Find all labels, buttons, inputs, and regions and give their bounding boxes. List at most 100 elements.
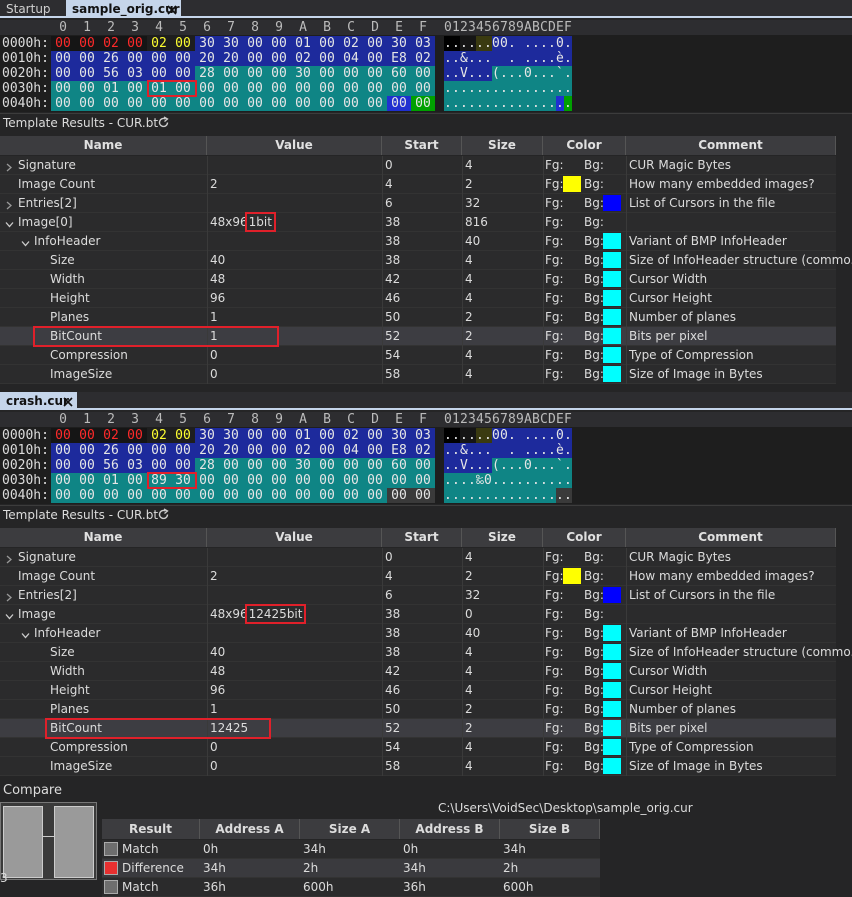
table-row[interactable]	[0, 327, 836, 346]
result-label: Match	[122, 880, 159, 894]
column-header[interactable]: Value	[207, 136, 382, 155]
compare-column[interactable]: Size A	[300, 819, 400, 839]
file-tab[interactable]: sample_orig.cur	[66, 0, 181, 18]
hex-column-label: A	[299, 412, 307, 427]
table-row[interactable]	[0, 156, 836, 175]
hex-byte-bg	[411, 36, 435, 51]
table-row[interactable]	[0, 308, 836, 327]
hex-column-label: 5	[179, 20, 187, 35]
column-header[interactable]: Color	[543, 136, 626, 155]
column-header[interactable]: Start	[382, 528, 462, 547]
field-name: Planes	[50, 310, 90, 324]
expand-arrow[interactable]	[5, 610, 14, 620]
hex-byte: 02	[103, 36, 119, 51]
hex-byte: 00	[55, 458, 71, 473]
hex-column-label: 4	[155, 20, 163, 35]
table-row[interactable]	[0, 270, 836, 289]
ascii-header: 0123456789ABCDEF	[444, 20, 572, 35]
expand-arrow[interactable]	[5, 553, 14, 564]
table-row[interactable]	[0, 567, 836, 586]
compare-column[interactable]: Address B	[400, 819, 500, 839]
tab-close[interactable]	[167, 4, 177, 15]
ascii-cell-bg	[540, 81, 548, 96]
table-row[interactable]	[0, 194, 836, 213]
compare-column[interactable]: Address A	[200, 819, 300, 839]
table-row[interactable]	[0, 681, 836, 700]
table-row[interactable]	[0, 548, 836, 567]
table-row[interactable]	[0, 757, 836, 776]
refresh-button[interactable]	[157, 116, 170, 129]
tab-close[interactable]	[63, 396, 73, 407]
hex-byte: 00	[271, 81, 287, 96]
hex-byte: 00	[127, 96, 143, 111]
ascii-cell-bg	[540, 428, 548, 443]
hex-byte: 00	[367, 51, 383, 66]
hex-byte: 30	[223, 36, 239, 51]
hex-byte: E8	[391, 51, 407, 66]
tab-startup[interactable]: Startup	[6, 2, 51, 16]
table-row[interactable]	[0, 346, 836, 365]
compare-column[interactable]: Result	[102, 819, 200, 839]
column-header[interactable]: Color	[543, 528, 626, 547]
ascii-cell-bg	[484, 443, 492, 458]
hex-byte: 00	[127, 36, 143, 51]
hex-byte: 00	[175, 51, 191, 66]
expand-arrow[interactable]	[5, 591, 14, 602]
field-start: 38	[385, 607, 401, 621]
table-row[interactable]	[0, 251, 836, 270]
hex-byte-bg	[291, 36, 315, 51]
table-row[interactable]	[0, 700, 836, 719]
column-divider	[626, 308, 627, 327]
column-header[interactable]: Value	[207, 528, 382, 547]
table-row[interactable]	[0, 232, 836, 251]
table-row[interactable]	[0, 738, 836, 757]
table-row[interactable]	[0, 624, 836, 643]
hex-column-label: 3	[131, 412, 139, 427]
column-divider	[382, 213, 383, 232]
hex-column-label: E	[395, 20, 403, 35]
bg-swatch	[603, 739, 621, 755]
hex-byte-bg	[171, 473, 195, 488]
compare-row[interactable]	[102, 859, 600, 878]
column-header[interactable]: Size	[462, 528, 543, 547]
table-row[interactable]	[0, 662, 836, 681]
hex-byte: 00	[319, 66, 335, 81]
column-divider	[543, 232, 544, 251]
file-tab[interactable]: crash.cur	[0, 392, 77, 410]
expand-arrow[interactable]	[5, 218, 14, 228]
compare-column[interactable]: Size B	[500, 819, 600, 839]
field-start: 0	[385, 550, 393, 564]
table-row[interactable]	[0, 586, 836, 605]
column-header[interactable]: Size	[462, 136, 543, 155]
column-header[interactable]: Comment	[626, 136, 836, 155]
table-row[interactable]	[0, 643, 836, 662]
column-header[interactable]: Name	[0, 136, 207, 155]
hex-column-label: 2	[107, 412, 115, 427]
ascii-cell-bg	[508, 36, 516, 51]
column-divider	[207, 251, 208, 270]
hex-byte-bg	[363, 36, 387, 51]
refresh-button[interactable]	[157, 508, 170, 521]
ascii-text: ..V...(...0...`.	[444, 66, 572, 81]
compare-row[interactable]	[102, 840, 600, 859]
field-size: 2	[465, 329, 473, 343]
hex-byte-bg	[195, 443, 219, 458]
expand-arrow[interactable]	[5, 199, 14, 210]
table-row[interactable]	[0, 213, 836, 232]
expand-arrow[interactable]	[5, 161, 14, 172]
hex-address: 0030h:	[2, 473, 49, 488]
table-row[interactable]	[0, 289, 836, 308]
hex-byte: 00	[79, 443, 95, 458]
table-row[interactable]	[0, 175, 836, 194]
column-header[interactable]: Name	[0, 528, 207, 547]
table-row[interactable]	[0, 719, 836, 738]
field-start: 46	[385, 683, 401, 697]
column-divider	[543, 700, 544, 719]
expand-arrow[interactable]	[21, 237, 30, 247]
table-row[interactable]	[0, 605, 836, 624]
column-header[interactable]: Comment	[626, 528, 836, 547]
column-header[interactable]: Start	[382, 136, 462, 155]
arrow-icon	[21, 241, 30, 247]
table-row[interactable]	[0, 365, 836, 384]
expand-arrow[interactable]	[21, 629, 30, 639]
